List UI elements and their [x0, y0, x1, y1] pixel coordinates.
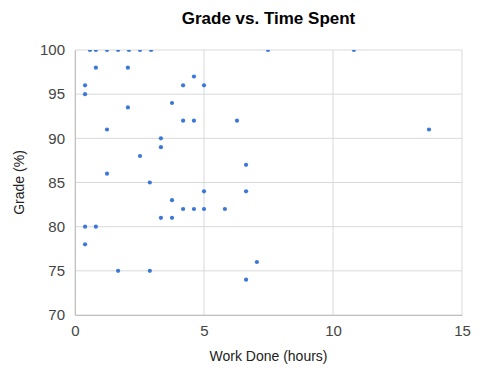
point	[116, 269, 120, 273]
tick: 90	[48, 130, 75, 147]
plot: 0 5 10 15 70 75 80 85 90 95 100	[40, 41, 471, 338]
y-axis: 70 75 80 85 90 95 100	[40, 41, 76, 323]
grid	[75, 50, 462, 315]
axis-line	[75, 51, 76, 316]
tick-label: 95	[48, 85, 65, 102]
point	[148, 269, 152, 273]
point	[159, 136, 163, 140]
tick: 75	[48, 262, 75, 279]
point	[181, 119, 185, 123]
tick-label: 15	[454, 322, 471, 339]
grid-line	[75, 315, 462, 316]
point	[181, 207, 185, 211]
point	[138, 154, 142, 158]
point	[244, 278, 248, 282]
point	[159, 216, 163, 220]
tick-label: 70	[48, 306, 65, 323]
point	[352, 50, 356, 52]
point	[83, 92, 87, 96]
grid-line	[75, 182, 462, 183]
point	[94, 50, 98, 52]
point	[127, 50, 131, 52]
axis-line	[76, 315, 463, 316]
grid-line	[75, 226, 462, 227]
point	[105, 127, 109, 131]
tick-label: 100	[40, 41, 65, 58]
point	[192, 74, 196, 78]
point	[116, 50, 120, 52]
grid-line	[333, 50, 334, 315]
point	[126, 66, 130, 70]
point	[244, 163, 248, 167]
point	[170, 216, 174, 220]
grid-line	[75, 50, 76, 315]
point	[126, 105, 130, 109]
tick-label: 85	[48, 174, 65, 191]
grid-line	[75, 270, 462, 271]
point	[138, 50, 142, 52]
tick: 85	[48, 174, 75, 191]
point	[149, 50, 153, 52]
tick-label: 0	[71, 322, 79, 339]
point	[223, 207, 227, 211]
x-axis-title: Work Done (hours)	[209, 348, 327, 364]
tick: 70	[48, 306, 75, 323]
points	[83, 50, 431, 282]
tick-label: 80	[48, 218, 65, 235]
point	[105, 172, 109, 176]
tick: 10	[325, 315, 342, 339]
grid-line	[204, 50, 205, 315]
point	[170, 198, 174, 202]
point	[159, 145, 163, 149]
chart: 0 5 10 15 70 75 80 85 90 95 100 Grade vs. Time Spen…	[0, 0, 500, 375]
title: Grade vs. Time Spent	[182, 9, 356, 28]
point	[244, 189, 248, 193]
point	[235, 119, 239, 123]
point	[202, 207, 206, 211]
tick: 0	[71, 315, 79, 339]
tick-label: 10	[325, 322, 342, 339]
grid-line	[75, 138, 462, 139]
tick-label: 90	[48, 130, 65, 147]
point	[83, 83, 87, 87]
point	[94, 66, 98, 70]
point	[202, 83, 206, 87]
y-axis-title: Grade (%)	[11, 150, 27, 215]
x-axis: 0 5 10 15	[71, 315, 471, 339]
tick: 80	[48, 218, 75, 235]
point	[255, 260, 259, 264]
point	[427, 127, 431, 131]
point	[105, 50, 109, 52]
grid-line	[462, 50, 463, 315]
tick-label: 5	[200, 322, 208, 339]
tick-label: 75	[48, 262, 65, 279]
point	[94, 225, 98, 229]
point	[170, 101, 174, 105]
tick: 15	[454, 315, 471, 339]
point	[88, 50, 92, 52]
tick: 100	[40, 41, 75, 58]
point	[202, 189, 206, 193]
point	[192, 119, 196, 123]
point	[181, 83, 185, 87]
point	[192, 207, 196, 211]
point	[148, 180, 152, 184]
point	[266, 50, 270, 52]
tick: 5	[200, 315, 208, 339]
tick: 95	[48, 85, 75, 102]
point	[83, 225, 87, 229]
grid-line	[75, 94, 462, 95]
point	[83, 242, 87, 246]
